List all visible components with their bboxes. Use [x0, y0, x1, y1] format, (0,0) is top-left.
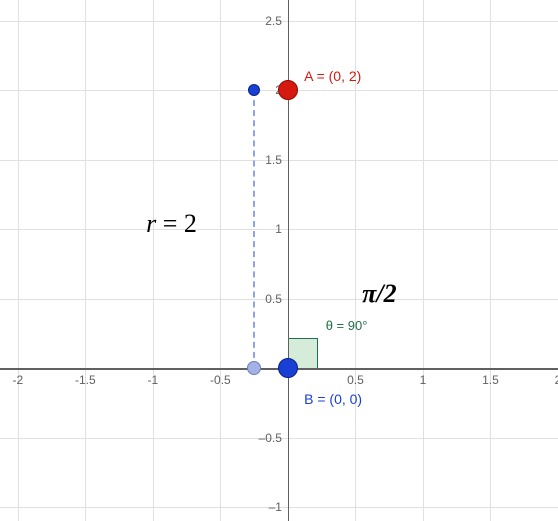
- x-tick-label: -0.5: [210, 373, 231, 387]
- x-tick-label: 1: [420, 373, 427, 387]
- x-tick-label: -1: [148, 373, 159, 387]
- y-tick-label: 0.5: [265, 292, 282, 306]
- x-tick-label: 0.5: [347, 373, 364, 387]
- point-b-label: B = (0, 0): [304, 391, 362, 407]
- gridline-vertical: [423, 0, 424, 521]
- y-axis: [288, 0, 290, 521]
- x-tick-label: -2: [12, 373, 23, 387]
- gridline-vertical: [153, 0, 154, 521]
- gridline-vertical: [18, 0, 19, 521]
- dash-endpoint-top[interactable]: [248, 84, 260, 96]
- y-tick-label: –1: [269, 500, 282, 514]
- x-tick-label: 2: [555, 373, 558, 387]
- gridline-vertical: [220, 0, 221, 521]
- gridline-vertical: [490, 0, 491, 521]
- point-b[interactable]: [278, 358, 298, 378]
- gridline-vertical: [85, 0, 86, 521]
- dash-endpoint-bottom[interactable]: [247, 361, 261, 375]
- x-tick-label: 1.5: [482, 373, 499, 387]
- angle-formula: π/2: [362, 279, 396, 309]
- y-tick-label: 1.5: [265, 153, 282, 167]
- y-tick-label: 1: [275, 222, 282, 236]
- angle-label: θ = 90°: [326, 318, 368, 333]
- y-tick-label: –0.5: [259, 431, 282, 445]
- y-tick-label: 2.5: [265, 14, 282, 28]
- radius-dash-line: [253, 90, 255, 368]
- coordinate-plane: -2-1.5-1-0.50.511.52–1–0.50.511.522.5θ =…: [0, 0, 558, 521]
- point-a[interactable]: [278, 80, 298, 100]
- radius-formula: r = 2: [146, 209, 197, 239]
- x-tick-label: -1.5: [75, 373, 96, 387]
- point-a-label: A = (0, 2): [304, 68, 361, 84]
